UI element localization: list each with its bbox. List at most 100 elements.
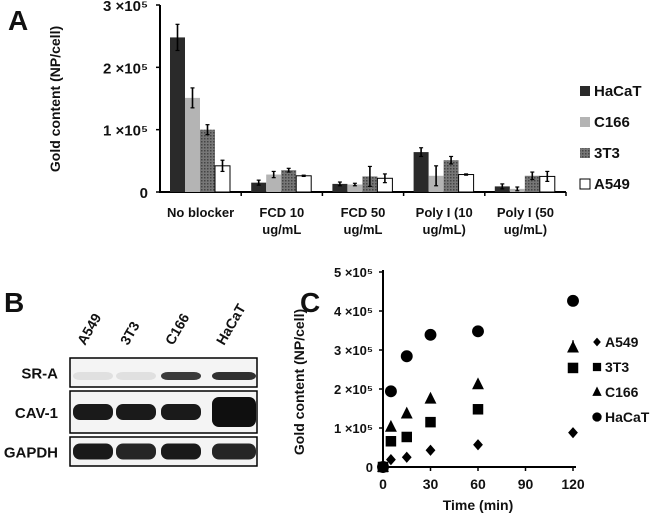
blot-band (73, 404, 113, 420)
bar-3t3 (200, 129, 215, 192)
blot-band (161, 443, 201, 460)
y-tick-label: 1 ×10⁵ (334, 421, 373, 436)
x-tick-label: 0 (379, 476, 387, 492)
y-axis-label: Gold content (NP/cell) (291, 309, 307, 455)
point-3t3 (425, 416, 436, 428)
point-3t3 (472, 404, 484, 415)
blot-band (212, 397, 256, 427)
bar-hacat (413, 152, 429, 192)
blot-band (116, 372, 156, 380)
bar-hacat (332, 183, 348, 192)
blot-band (73, 372, 113, 380)
lane-label: 3T3 (117, 318, 143, 347)
bar-hacat (170, 37, 185, 193)
x-tick-label: 30 (423, 476, 439, 492)
blot-band (116, 443, 156, 460)
x-axis-label: Time (min) (443, 497, 514, 513)
point-3t3 (567, 362, 579, 374)
x-tick-label: Poly I (50 (497, 205, 554, 220)
legend-swatch-c166 (580, 117, 590, 127)
western-blot: A549 3T3 C166 HaCaT SR-A CAV-1 GAPDH (4, 301, 258, 467)
point-hacat (424, 328, 437, 341)
bar-c166 (347, 184, 363, 192)
row-label: CAV-1 (15, 405, 58, 422)
point-hacat (377, 461, 389, 473)
y-tick-label: 2 ×10⁵ (103, 60, 148, 77)
bar-c166 (266, 174, 282, 192)
x-tick-label: Poly I (10 (416, 205, 473, 220)
blot-band (161, 372, 201, 380)
legend-label-3t3: 3T3 (594, 145, 620, 162)
y-tick-label: 3 ×10⁵ (334, 343, 373, 358)
x-tick-label: 120 (561, 476, 585, 492)
x-tick-label: FCD 50 (341, 205, 386, 220)
point-c166 (424, 391, 437, 404)
legend-label-c166: C166 (594, 114, 630, 131)
legend-swatch-3t3 (580, 148, 590, 158)
point-a549 (401, 451, 412, 463)
lane-label: C166 (162, 310, 193, 347)
bar-chart-a: 0 1 ×10⁵ 2 ×10⁵ 3 ×10⁵ Gold content (NP/cell… (47, 0, 642, 237)
legend-label-hacat: HaCaT (594, 83, 642, 100)
scatter-chart-c: 0 1 ×10⁵ 2 ×10⁵ 3 ×10⁵ 4 ×10⁵ 5 ×10⁵ 0 30 60 90 12… (291, 265, 650, 513)
legend-label-a549: A549 (594, 176, 630, 193)
y-tick-label: 0 (366, 460, 373, 475)
row-label: SR-A (21, 366, 58, 383)
point-c166 (384, 419, 397, 432)
point-hacat (472, 325, 484, 338)
legend-label-a549: A549 (605, 334, 639, 350)
y-axis-label: Gold content (NP/cell) (47, 26, 63, 172)
blot-band (116, 404, 156, 420)
x-tick-label: 90 (518, 476, 534, 492)
legend-swatch-hacat (580, 86, 590, 96)
point-a549 (568, 427, 578, 439)
x-tick-label: ug/mL) (504, 222, 547, 237)
x-tick-label: ug/mL (262, 222, 301, 237)
point-c166 (472, 377, 484, 390)
y-tick-label: 4 ×10⁵ (334, 304, 373, 319)
x-tick-label: No blocker (167, 205, 234, 220)
legend-marker-3t3 (592, 362, 602, 372)
x-tick-label: 60 (470, 476, 486, 492)
point-c166 (400, 406, 413, 419)
point-3t3 (385, 436, 397, 447)
y-tick-label: 2 ×10⁵ (334, 382, 373, 397)
y-tick-label: 5 ×10⁵ (334, 265, 373, 280)
lane-label: HaCaT (213, 301, 249, 348)
legend-label-c166: C166 (605, 384, 639, 400)
point-a549 (473, 439, 483, 451)
lane-label: A549 (74, 310, 105, 347)
panel-label-a: A (8, 5, 28, 36)
point-a549 (425, 444, 436, 456)
point-hacat (400, 350, 413, 363)
x-tick-label: ug/mL (344, 222, 383, 237)
legend-marker-hacat (592, 412, 602, 422)
panel-label-c: C (300, 287, 320, 318)
blot-band (212, 372, 256, 380)
blot-band (161, 404, 201, 420)
blot-band (212, 443, 256, 460)
blot-band (73, 443, 113, 460)
y-tick-label: 3 ×10⁵ (103, 0, 148, 15)
point-a549 (386, 453, 396, 466)
y-tick-label: 0 (140, 185, 148, 202)
bar-a549 (458, 174, 475, 193)
y-tick-label: 1 ×10⁵ (103, 123, 148, 140)
bar-3t3 (524, 175, 540, 192)
bar-hacat (251, 182, 267, 192)
point-3t3 (401, 431, 412, 443)
point-hacat (384, 385, 397, 398)
legend-marker-c166 (592, 386, 602, 396)
legend-swatch-a549 (579, 178, 591, 190)
legend-marker-a549 (593, 337, 601, 347)
bar-a549 (295, 175, 312, 193)
bar-3t3 (443, 160, 459, 192)
legend-label-hacat: HaCaT (605, 409, 650, 425)
legend-label-3t3: 3T3 (605, 359, 629, 375)
bar-3t3 (281, 170, 297, 192)
row-label: GAPDH (4, 445, 58, 462)
x-tick-label: FCD 10 (259, 205, 304, 220)
panel-label-b: B (4, 287, 24, 318)
